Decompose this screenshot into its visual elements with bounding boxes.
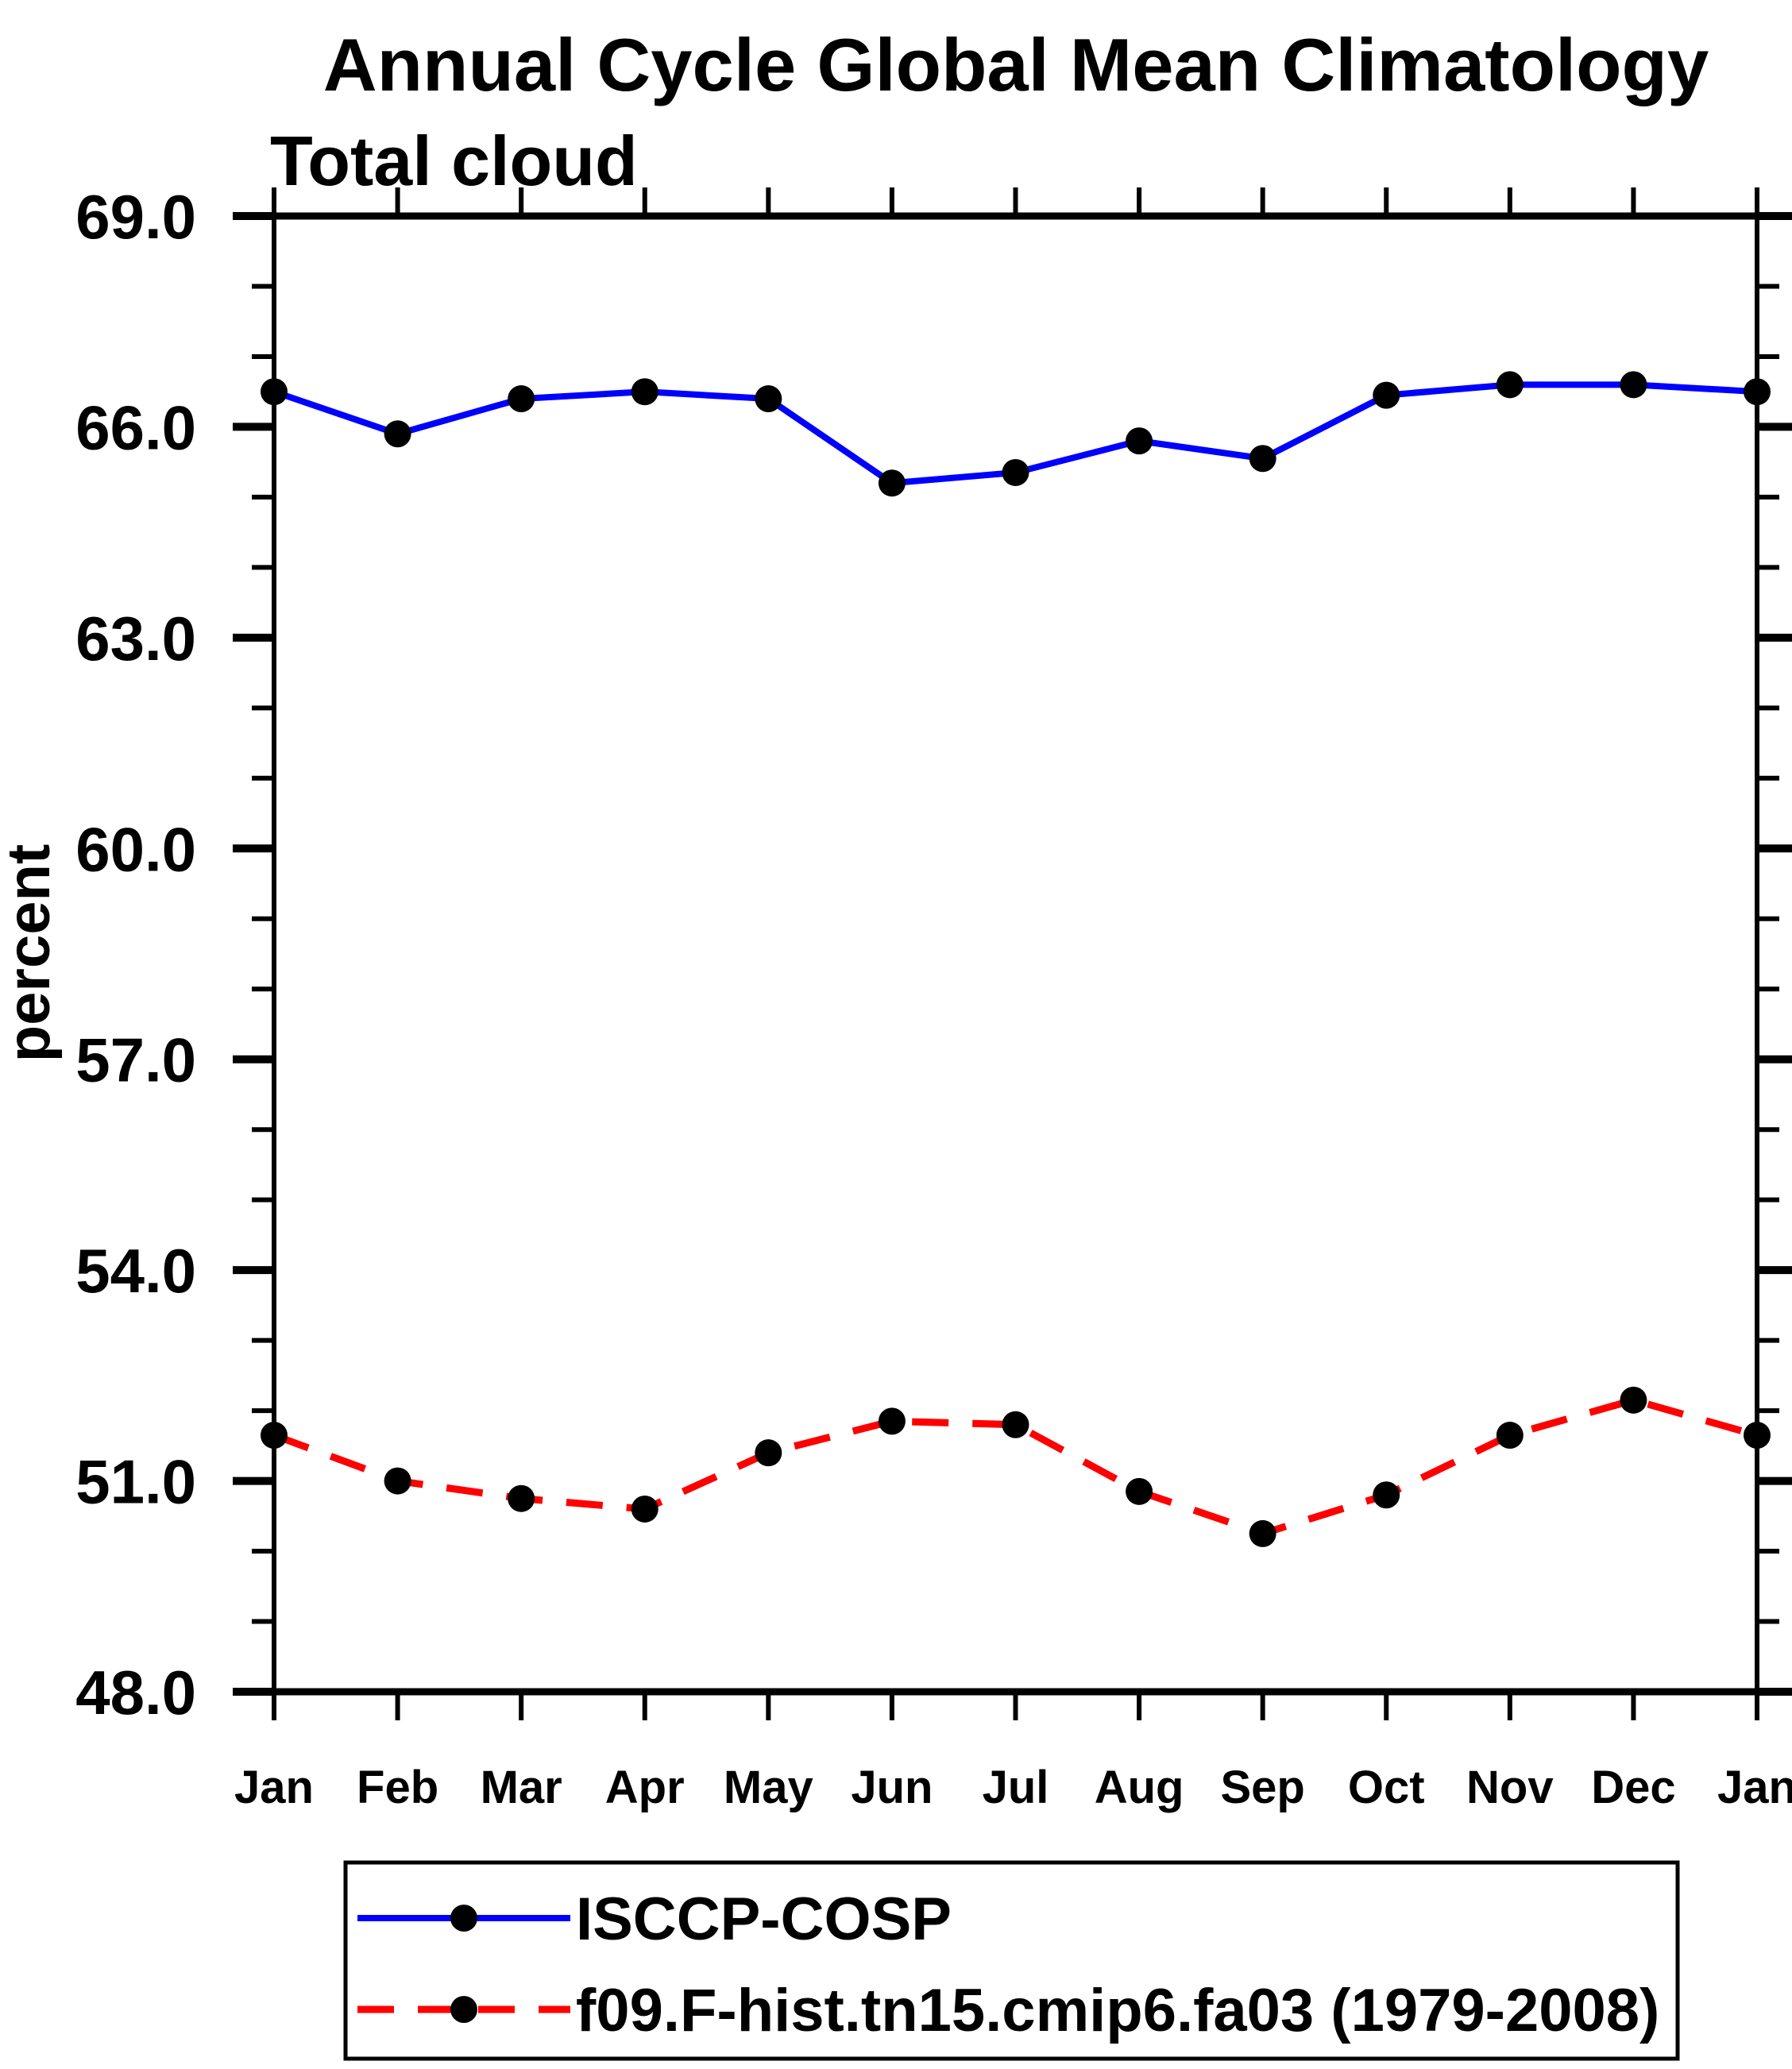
data-point-marker xyxy=(1249,1519,1276,1547)
x-tick-label: Nov xyxy=(1466,1762,1554,1813)
data-point-marker xyxy=(1496,1422,1524,1449)
data-point-marker xyxy=(508,1484,535,1512)
y-tick-label: 60.0 xyxy=(75,814,196,884)
y-tick-label: 63.0 xyxy=(75,604,196,674)
x-tick-label: Jan xyxy=(1717,1762,1792,1813)
data-point-marker xyxy=(261,378,288,406)
x-tick-label: Jun xyxy=(851,1762,933,1813)
data-point-marker xyxy=(878,469,906,497)
data-point-marker xyxy=(384,1467,411,1495)
data-point-marker xyxy=(755,385,782,413)
data-point-marker xyxy=(1620,1386,1647,1414)
data-point-marker xyxy=(508,385,535,413)
y-tick-label: 69.0 xyxy=(75,182,196,252)
data-point-marker xyxy=(1126,1477,1153,1505)
chart-title: Annual Cycle Global Mean Climatology xyxy=(323,23,1709,106)
x-tick-label: May xyxy=(724,1762,813,1813)
data-point-marker xyxy=(1744,1422,1771,1449)
data-point-marker xyxy=(878,1407,906,1435)
x-tick-label: Dec xyxy=(1591,1762,1675,1813)
data-point-marker xyxy=(1373,1481,1400,1509)
data-point-marker xyxy=(1373,381,1400,409)
legend-box xyxy=(343,1860,1680,2061)
y-tick-label: 51.0 xyxy=(75,1447,196,1517)
x-tick-label: Sep xyxy=(1220,1762,1304,1813)
plot-frame xyxy=(234,212,1792,1696)
y-tick-label: 57.0 xyxy=(75,1025,196,1095)
y-axis-title: percent xyxy=(0,844,63,1063)
y-tick-label: 66.0 xyxy=(75,392,196,462)
data-point-marker xyxy=(1002,1411,1029,1438)
y-tick-label: 54.0 xyxy=(75,1236,196,1306)
x-tick-label: Jul xyxy=(983,1762,1049,1813)
data-point-marker xyxy=(755,1439,782,1467)
data-point-marker xyxy=(1620,371,1647,399)
x-tick-label: Jan xyxy=(234,1762,314,1813)
axis-ticks xyxy=(233,187,1792,1720)
data-point-marker xyxy=(261,1422,288,1449)
x-tick-label: Oct xyxy=(1348,1762,1425,1813)
x-tick-label: Mar xyxy=(481,1762,562,1813)
y-tick-label: 48.0 xyxy=(75,1658,196,1727)
axis-tick-labels: Jan Feb Mar Apr May Jun Jul Aug Sep Oct Nov Dec Jan 4… xyxy=(75,182,1792,1813)
data-point-marker xyxy=(631,378,658,406)
legend-entry-model: f09.F-hist.tn15.cmip6.fa03 (1979-2008) xyxy=(576,1977,1659,2044)
x-tick-label: Feb xyxy=(357,1762,438,1813)
data-point-marker xyxy=(384,420,411,448)
data-point-marker xyxy=(1496,371,1524,399)
legend-entry-observation: ISCCP-COSP xyxy=(576,1886,952,1953)
data-point-marker xyxy=(1002,458,1029,486)
legend: ISCCP-COSP f09.F-hist.tn15.cmip6.fa03 (1… xyxy=(343,1860,1680,2061)
data-point-marker xyxy=(1744,378,1771,406)
legend-sample-marker xyxy=(450,1905,477,1932)
data-series xyxy=(261,371,1771,1547)
data-point-marker xyxy=(1249,445,1276,473)
data-point-marker xyxy=(1126,427,1153,455)
legend-sample-marker xyxy=(450,1996,477,2023)
x-tick-label: Aug xyxy=(1095,1762,1184,1813)
legend-line-samples xyxy=(357,1905,570,2023)
chart-subtitle: Total cloud xyxy=(270,122,638,200)
x-tick-label: Apr xyxy=(605,1762,685,1813)
data-point-marker xyxy=(631,1495,658,1523)
